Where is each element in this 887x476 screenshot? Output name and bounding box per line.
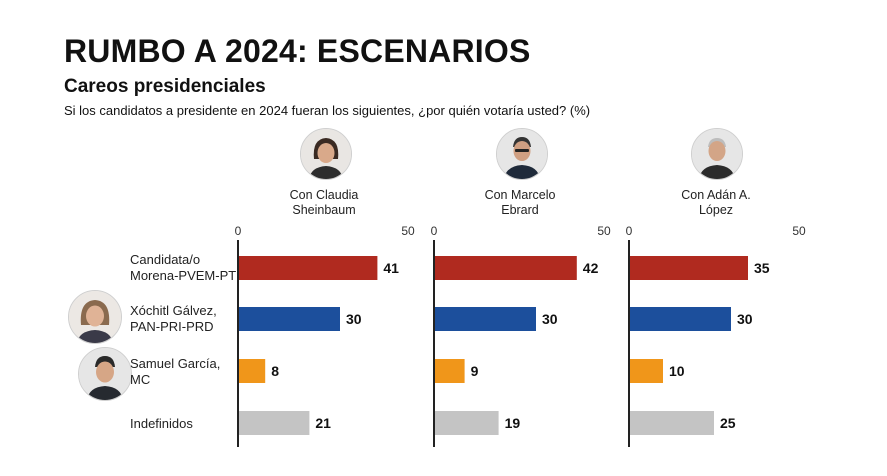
tick-label: 0 [431,224,438,238]
bar [434,307,536,331]
man-portrait-icon [497,129,547,179]
row-label-morena: Candidata/o Morena-PVEM-PT [130,252,237,283]
woman-portrait-icon [69,291,121,343]
data-label: 21 [315,415,331,431]
tick-label: 50 [597,224,611,238]
scenario-label-3: Con Adán A. López [681,188,751,217]
bar [434,256,577,280]
row-label-garcia: Samuel García, MC [130,356,221,387]
candidate-avatar-garcia [78,347,132,401]
data-label: 8 [271,363,279,379]
bar [238,256,378,280]
scenario-avatar-ebrard [496,128,548,180]
bar [629,256,748,280]
bar [238,359,266,383]
man-portrait-icon [79,348,131,400]
scenario-avatar-sheinbaum [300,128,352,180]
data-label: 9 [471,363,479,379]
scenario-label-2: Con Marcelo Ebrard [484,188,556,217]
tick-label: 50 [401,224,415,238]
bar [238,307,340,331]
tick-label: 0 [235,224,242,238]
data-label: 30 [737,311,753,327]
bar [434,411,499,435]
scenario-label-1: Con Claudia Sheinbaum [289,188,359,217]
man-portrait-icon [692,129,742,179]
data-label: 19 [505,415,521,431]
data-label: 30 [346,311,362,327]
data-label: 10 [669,363,685,379]
bar [238,411,310,435]
page-title: RUMBO A 2024: ESCENARIOS [64,33,531,69]
survey-question: Si los candidatos a presidente en 2024 f… [64,103,591,118]
bar [629,359,663,383]
row-label-indefinidos: Indefinidos [130,416,193,431]
data-label: 30 [542,311,558,327]
page-subtitle: Careos presidenciales [64,76,266,97]
row-label-galvez: Xóchitl Gálvez, PAN-PRI-PRD [130,303,217,334]
data-label: 35 [754,260,770,276]
tick-label: 0 [626,224,633,238]
bar [629,307,731,331]
woman-portrait-icon [301,129,351,179]
data-label: 41 [383,260,399,276]
scenario-avatar-lopez [691,128,743,180]
data-label: 25 [720,415,736,431]
candidate-avatar-galvez [68,290,122,344]
bar [434,359,465,383]
data-label: 42 [583,260,599,276]
bar [629,411,714,435]
tick-label: 50 [792,224,806,238]
